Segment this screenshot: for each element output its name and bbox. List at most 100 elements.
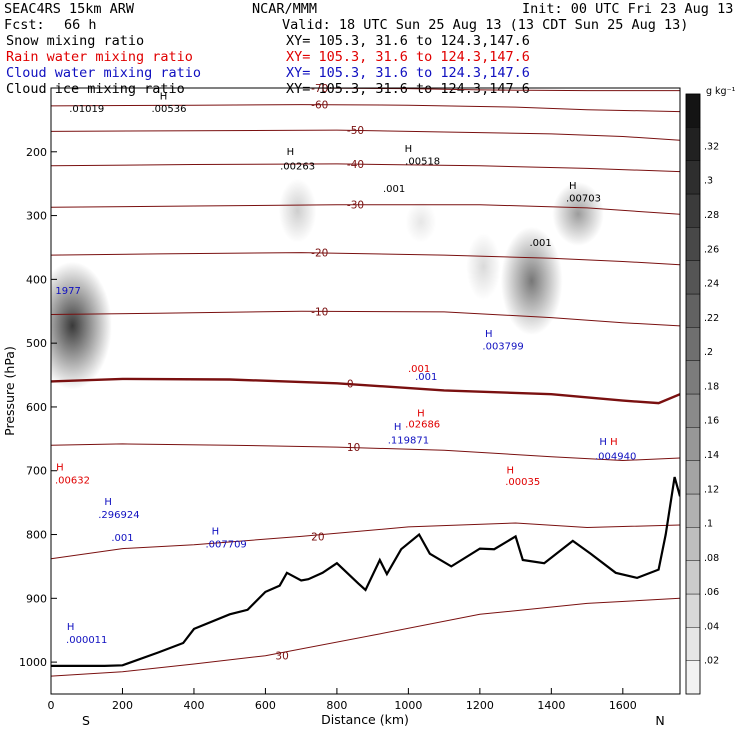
- isotherm-label: 30: [275, 651, 288, 663]
- field-max-label: H: [160, 91, 168, 102]
- field-max-label: H: [506, 465, 514, 476]
- isotherm-line: [51, 443, 680, 462]
- isotherm-line: [51, 597, 680, 677]
- colorbar-frame: [685, 93, 701, 695]
- field-name-cloud-water: Cloud water mixing ratio: [6, 65, 202, 81]
- isotherm-label: 0: [347, 378, 354, 390]
- isotherm-label: 20: [311, 531, 324, 543]
- x-tick-label: 800: [326, 699, 347, 712]
- y-tick-label: 300: [26, 210, 47, 223]
- colorbar-swatch: [685, 493, 701, 528]
- colorbar-tick-label: .2: [704, 347, 713, 358]
- field-name-rain: Rain water mixing ratio: [6, 49, 193, 65]
- field-max-label: .00263: [280, 162, 315, 173]
- field-xy-cloud-water: XY= 105.3, 31.6 to 124.3,147.6: [286, 65, 530, 81]
- isotherm-line: [51, 310, 680, 327]
- mixing-ratio-shading: [278, 178, 317, 243]
- field-max-label: H: [417, 409, 425, 420]
- field-max-label: .00536: [151, 104, 186, 115]
- y-tick-label: 1000: [19, 656, 47, 669]
- isotherm-label: -40: [347, 159, 364, 171]
- y-tick-label: 900: [26, 592, 47, 605]
- field-max-label: .01019: [69, 104, 104, 115]
- colorbar-swatch: [685, 193, 701, 228]
- x-end-right: N: [655, 713, 664, 728]
- field-max-label: H: [485, 329, 493, 340]
- colorbar-swatch: [685, 627, 701, 661]
- mixing-ratio-shading: [552, 182, 604, 246]
- x-axis-label: Distance (km): [321, 712, 409, 727]
- colorbar-swatch: [685, 393, 701, 428]
- isotherm-line: [51, 204, 680, 215]
- colorbar-swatch: [685, 293, 701, 328]
- colorbar-tick-label: .16: [704, 416, 719, 427]
- field-max-label: .00518: [405, 157, 440, 168]
- y-tick-label: 500: [26, 337, 47, 350]
- fcst-label: Fcst:: [4, 17, 45, 33]
- colorbar-tick-label: .06: [704, 587, 719, 598]
- model-title: SEAC4RS 15km ARW: [4, 1, 135, 17]
- field-max-label: H: [405, 144, 413, 155]
- field-max-label: 1977: [55, 286, 80, 297]
- field-max-label: H: [610, 437, 618, 448]
- y-tick-label: 600: [26, 401, 47, 414]
- field-max-label: H: [599, 437, 607, 448]
- colorbar-swatch: [685, 260, 701, 295]
- center-title: NCAR/MMM: [252, 1, 318, 17]
- colorbar-tick-label: .12: [704, 484, 719, 495]
- colorbar-tick-label: .18: [704, 381, 719, 392]
- colorbar-tick-label: .08: [704, 553, 719, 564]
- field-max-label: .000011: [66, 635, 107, 646]
- init-time: Init: 00 UTC Fri 23 Aug 13: [522, 1, 734, 17]
- colorbar-tick-label: .04: [704, 621, 719, 632]
- isotherm-line: [51, 88, 680, 92]
- field-max-label: H: [394, 422, 402, 433]
- y-tick-label: 400: [26, 273, 47, 286]
- plot-frame: [50, 87, 681, 695]
- field-max-label: H: [104, 497, 112, 508]
- colorbar-swatch: [685, 560, 701, 595]
- colorbar-tick-label: .28: [704, 210, 719, 221]
- colorbar-tick-label: .14: [704, 450, 719, 461]
- field-xy-snow: XY= 105.3, 31.6 to 124.3,147.6: [286, 33, 530, 49]
- field-max-label: .00703: [566, 194, 601, 205]
- colorbar-swatch: [685, 127, 701, 161]
- x-tick-label: 1600: [609, 699, 637, 712]
- isotherm-line: [51, 522, 680, 560]
- colorbar-tick-label: .32: [704, 141, 719, 152]
- x-tick-label: 200: [112, 699, 133, 712]
- field-max-label: .00035: [505, 477, 540, 488]
- colorbar-swatch: [685, 460, 701, 495]
- field-max-label: .001: [408, 364, 430, 375]
- colorbar-tick-label: .3: [704, 176, 713, 187]
- field-max-label: .001: [415, 372, 437, 383]
- mixing-ratio-shading: [466, 233, 501, 301]
- colorbar-tick-label: .24: [704, 279, 719, 290]
- field-xy-rain: XY= 105.3, 31.6 to 124.3,147.6: [286, 49, 530, 65]
- x-tick-label: 0: [48, 699, 55, 712]
- field-max-label: H: [212, 527, 220, 538]
- field-max-label: .004940: [595, 451, 636, 462]
- isotherm-line: [51, 377, 680, 405]
- y-axis-label: Pressure (hPa): [2, 346, 17, 436]
- colorbar-swatch: [685, 660, 701, 695]
- field-max-label: H: [56, 463, 64, 474]
- x-end-left: S: [82, 713, 90, 728]
- isotherm-label: -30: [347, 200, 364, 212]
- terrain-line: [51, 476, 680, 667]
- field-max-label: .001: [529, 238, 551, 249]
- x-tick-label: 400: [183, 699, 204, 712]
- field-max-label: H: [287, 147, 295, 158]
- y-tick-label: 700: [26, 465, 47, 478]
- field-max-label: .003799: [482, 342, 523, 353]
- isotherm-label: -20: [311, 248, 328, 260]
- colorbar-tick-label: .26: [704, 244, 719, 255]
- isotherm-label: 10: [347, 442, 360, 454]
- isotherm-line: [51, 104, 680, 113]
- isotherm-label: -50: [347, 125, 364, 137]
- field-name-cloud-ice: Cloud ice mixing ratio: [6, 81, 185, 97]
- colorbar-swatch: [685, 227, 701, 261]
- colorbar-unit: g kg⁻¹: [706, 86, 736, 97]
- field-max-label: .02686: [405, 419, 440, 430]
